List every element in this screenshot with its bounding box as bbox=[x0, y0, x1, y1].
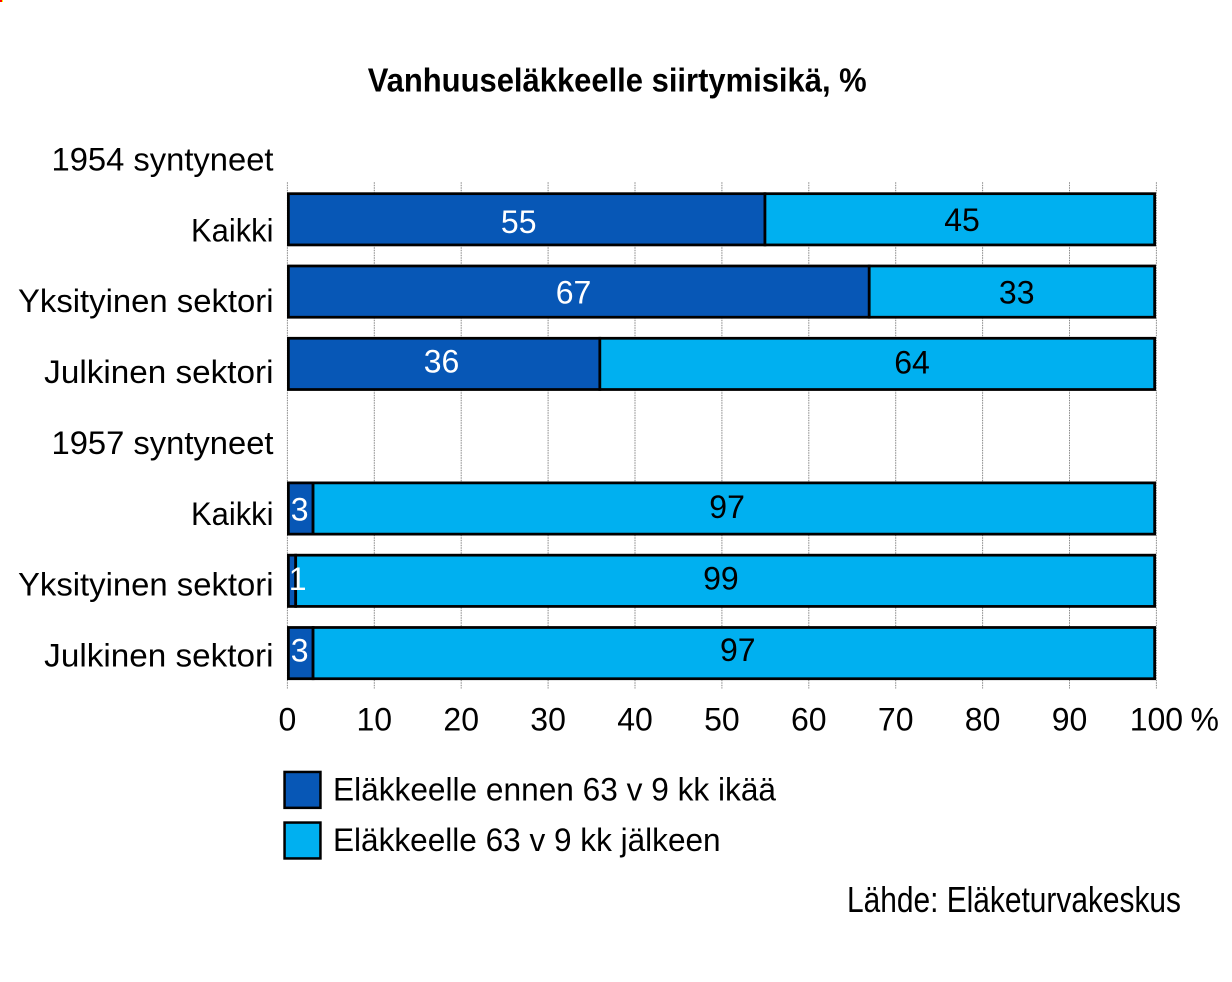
svg-text:1957 syntyneet: 1957 syntyneet bbox=[52, 425, 274, 461]
svg-text:Eläkkeelle 63 v 9 kk jälkeen: Eläkkeelle 63 v 9 kk jälkeen bbox=[333, 822, 721, 858]
svg-text:33: 33 bbox=[999, 275, 1035, 311]
svg-text:30: 30 bbox=[530, 701, 566, 737]
svg-text:80: 80 bbox=[965, 701, 1001, 737]
svg-text:Julkinen sektori: Julkinen sektori bbox=[44, 638, 273, 674]
svg-text:97: 97 bbox=[720, 632, 756, 668]
svg-text:64: 64 bbox=[894, 345, 930, 381]
svg-text:Lähde: Eläketurvakeskus: Lähde: Eläketurvakeskus bbox=[847, 879, 1181, 920]
svg-text:1: 1 bbox=[289, 561, 307, 597]
svg-text:Kaikki: Kaikki bbox=[191, 212, 274, 248]
svg-text:Kaikki: Kaikki bbox=[191, 496, 274, 532]
svg-text:3: 3 bbox=[291, 633, 309, 669]
svg-text:Julkinen sektori: Julkinen sektori bbox=[44, 354, 273, 390]
svg-text:100: 100 bbox=[1130, 701, 1183, 737]
svg-text:Eläkkeelle ennen 63 v 9 kk ikä: Eläkkeelle ennen 63 v 9 kk ikää bbox=[333, 771, 776, 807]
svg-text:3: 3 bbox=[291, 491, 309, 527]
svg-text:40: 40 bbox=[617, 701, 653, 737]
svg-text:%: % bbox=[1191, 701, 1219, 737]
svg-text:Vanhuuseläkkeelle siirtymisikä: Vanhuuseläkkeelle siirtymisikä, % bbox=[368, 61, 867, 98]
svg-text:50: 50 bbox=[704, 701, 740, 737]
svg-text:55: 55 bbox=[501, 204, 537, 240]
svg-text:90: 90 bbox=[1052, 701, 1088, 737]
svg-text:20: 20 bbox=[443, 701, 479, 737]
svg-text:36: 36 bbox=[424, 344, 460, 380]
svg-text:99: 99 bbox=[703, 560, 739, 596]
svg-text:67: 67 bbox=[556, 275, 592, 311]
svg-text:10: 10 bbox=[357, 701, 393, 737]
svg-text:70: 70 bbox=[878, 701, 914, 737]
svg-text:Yksityinen sektori: Yksityinen sektori bbox=[18, 283, 274, 319]
svg-text:60: 60 bbox=[791, 701, 827, 737]
svg-text:Yksityinen sektori: Yksityinen sektori bbox=[18, 567, 274, 603]
svg-text:97: 97 bbox=[709, 489, 745, 525]
svg-text:1954 syntyneet: 1954 syntyneet bbox=[52, 142, 274, 178]
svg-text:45: 45 bbox=[944, 202, 980, 238]
svg-text:0: 0 bbox=[279, 701, 297, 737]
